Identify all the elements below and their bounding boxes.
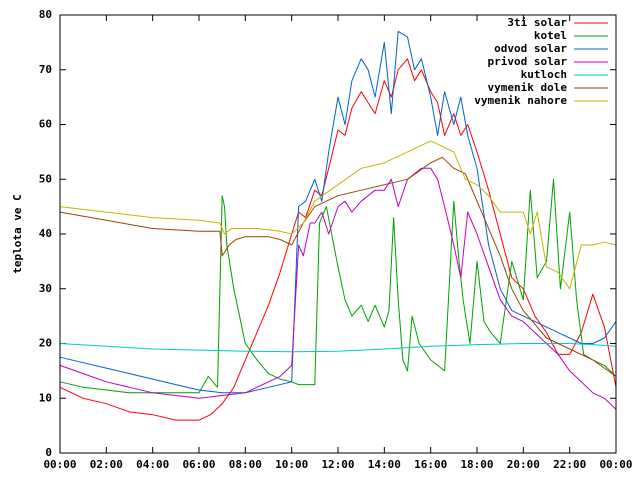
series-line-vymenik-dole bbox=[59, 156, 617, 377]
legend-label: privod solar bbox=[488, 55, 568, 68]
x-axis: 00:00 02:00 04:00 06:00 08:00 10:00 12:00 14:00… bbox=[43, 15, 633, 471]
x-tick-label: 22:00 bbox=[553, 458, 586, 471]
legend-label: odvod solar bbox=[494, 42, 567, 55]
x-tick-label: 10:00 bbox=[275, 458, 308, 471]
y-tick-label: 70 bbox=[39, 63, 52, 76]
x-tick-label: 00:00 bbox=[43, 458, 76, 471]
y-tick-label: 20 bbox=[39, 337, 52, 350]
x-tick-label: 06:00 bbox=[182, 458, 215, 471]
legend-label: vymenik nahore bbox=[474, 94, 567, 107]
legend-label: kutloch bbox=[521, 68, 567, 81]
x-tick-label: 00:00 bbox=[599, 458, 632, 471]
series-line-kutloch bbox=[59, 343, 617, 353]
plot-frame bbox=[59, 14, 617, 454]
y-tick-label: 80 bbox=[39, 8, 52, 21]
x-tick-label: 04:00 bbox=[136, 458, 169, 471]
series-line-odvod-solar bbox=[59, 30, 617, 394]
series-line-3ti-solar bbox=[59, 58, 617, 421]
series-layer bbox=[59, 30, 617, 421]
y-tick-label: 40 bbox=[39, 227, 52, 240]
y-axis-label: teplota ve C bbox=[11, 194, 24, 273]
x-tick-label: 14:00 bbox=[368, 458, 401, 471]
series-line-vymenik-nahore bbox=[59, 140, 617, 290]
legend-label: vymenik dole bbox=[488, 81, 568, 94]
series-line-privod-solar bbox=[59, 167, 617, 410]
series-line-kotel bbox=[59, 178, 617, 394]
y-axis: 0 10 20 30 40 50 60 70 80 bbox=[39, 8, 616, 459]
y-tick-label: 50 bbox=[39, 172, 52, 185]
y-tick-label: 30 bbox=[39, 282, 52, 295]
y-tick-label: 10 bbox=[39, 391, 52, 404]
y-tick-label: 0 bbox=[45, 446, 52, 459]
legend-label: 3ti solar bbox=[507, 16, 567, 29]
legend-label: kotel bbox=[534, 29, 567, 42]
y-tick-label: 60 bbox=[39, 118, 52, 131]
x-tick-label: 20:00 bbox=[507, 458, 540, 471]
x-tick-label: 18:00 bbox=[460, 458, 493, 471]
x-tick-label: 12:00 bbox=[321, 458, 354, 471]
x-tick-label: 02:00 bbox=[90, 458, 123, 471]
x-tick-label: 08:00 bbox=[229, 458, 262, 471]
x-tick-label: 16:00 bbox=[414, 458, 447, 471]
